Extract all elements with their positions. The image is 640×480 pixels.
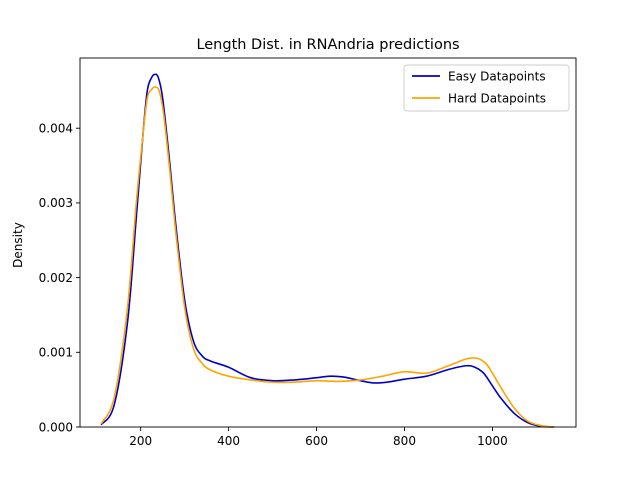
legend: Easy Datapoints Hard Datapoints [403, 64, 570, 112]
x-tick-label: 400 [217, 434, 240, 448]
y-tick-label: 0.004 [39, 122, 73, 136]
y-tick-label: 0.002 [39, 271, 73, 285]
chart-title: Length Dist. in RNAndria predictions [196, 37, 459, 53]
legend-box [403, 64, 570, 112]
axes-frame [79, 57, 577, 428]
x-tick-label: 800 [393, 434, 416, 448]
x-tick-label: 200 [129, 434, 152, 448]
y-tick-label: 0.003 [39, 196, 73, 210]
plot-area: 200 400 600 800 1000 0.000 0.001 0.002 0.003 0.00… [39, 57, 577, 448]
series-line-easy-datapoints [100, 73, 555, 428]
legend-label: Easy Datapoints [448, 69, 546, 83]
y-tick-label: 0.001 [39, 346, 73, 360]
y-tick-label: 0.000 [39, 420, 73, 434]
y-axis-label: Density [11, 222, 25, 268]
x-tick-label: 1000 [477, 434, 508, 448]
legend-label: Hard Datapoints [448, 91, 546, 105]
series-line-hard-datapoints [100, 86, 555, 428]
x-tick-label: 600 [305, 434, 328, 448]
